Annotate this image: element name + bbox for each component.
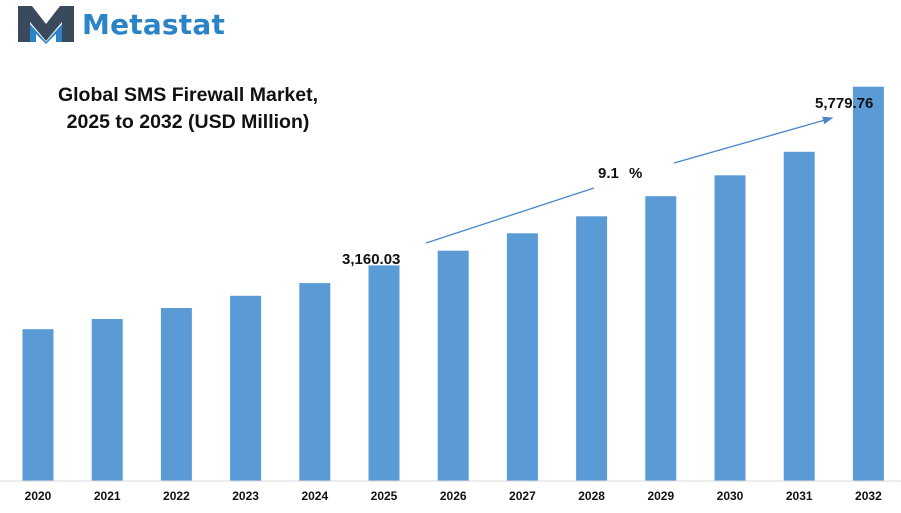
bar-2023 <box>230 295 262 481</box>
chart-title: Global SMS Firewall Market, 2025 to 2032… <box>28 82 348 136</box>
x-tick-label-2030: 2030 <box>717 489 744 503</box>
bar-2031 <box>783 151 815 482</box>
x-tick-label-2032: 2032 <box>855 489 882 503</box>
brand-name: Metastat <box>82 7 226 41</box>
x-tick-label-2029: 2029 <box>647 489 674 503</box>
trend-arrow-line-1 <box>425 187 595 244</box>
bar-2029 <box>645 196 677 481</box>
x-tick-label-2022: 2022 <box>163 489 190 503</box>
bar-2022 <box>160 308 192 481</box>
x-tick-label-2025: 2025 <box>371 489 398 503</box>
bar-2024 <box>299 283 331 481</box>
x-tick-label-2028: 2028 <box>578 489 605 503</box>
chart-title-line-1: Global SMS Firewall Market, <box>57 84 319 106</box>
x-tick-label-2021: 2021 <box>94 489 121 503</box>
x-tick-label-2027: 2027 <box>509 489 536 503</box>
start-value-label: 3,160.03 <box>342 251 400 268</box>
bar-2030 <box>714 175 746 482</box>
bar-series <box>22 86 884 482</box>
x-tick-label-2024: 2024 <box>301 489 328 503</box>
end-value-label: 5,779.76 <box>815 95 873 112</box>
brand-logo: Metastat <box>16 4 225 44</box>
cagr-unit-label: % <box>629 165 642 182</box>
x-axis-tick-labels: 2020 2021 2022 2023 2024 2025 2026 2027 2028 2029… <box>25 489 882 503</box>
cagr-number-label: 9.1 <box>598 165 619 182</box>
x-tick-label-2023: 2023 <box>232 489 259 503</box>
bar-2026 <box>437 250 469 481</box>
x-tick-label-2031: 2031 <box>786 489 813 503</box>
bar-2020 <box>22 329 54 481</box>
bar-2027 <box>506 233 538 481</box>
x-tick-label-2026: 2026 <box>440 489 467 503</box>
metastat-m-logo-icon <box>18 6 74 44</box>
chart-title-line-2: 2025 to 2032 (USD Million) <box>66 111 310 133</box>
bar-2025 <box>368 265 400 481</box>
bar-2028 <box>576 216 608 482</box>
trend-arrow-line-2 <box>673 116 834 164</box>
bar-2032 <box>852 86 884 481</box>
x-tick-label-2020: 2020 <box>25 489 52 503</box>
bar-2021 <box>91 319 123 481</box>
